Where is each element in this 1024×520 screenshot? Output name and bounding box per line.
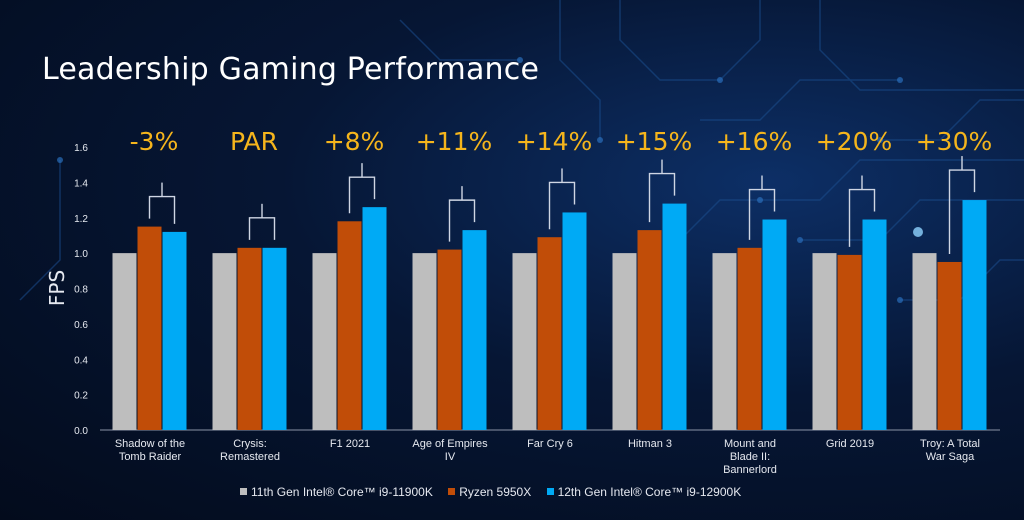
delta-label: -3% — [130, 127, 179, 156]
comparison-bracket — [848, 188, 876, 247]
x-tick-label: Blade II: — [730, 451, 770, 463]
legend-label-12th-gen: 12th Gen Intel® Core™ i9-12900K — [557, 485, 742, 499]
x-tick-label: Mount and — [724, 438, 776, 450]
y-tick-label: 1.0 — [74, 249, 88, 260]
delta-label: +14% — [516, 127, 593, 156]
x-tick-label: Tomb Raider — [119, 451, 182, 463]
legend-label-ryzen: Ryzen 5950X — [459, 485, 532, 499]
page-title: Leadership Gaming Performance — [42, 52, 540, 87]
bar-ryzen — [737, 247, 762, 430]
bar-intel11 — [912, 253, 937, 430]
legend-item-11th-gen: 11th Gen Intel® Core™ i9-11900K — [240, 485, 433, 499]
y-tick-label: 0.0 — [74, 426, 88, 437]
legend-label-11th-gen: 11th Gen Intel® Core™ i9-11900K — [251, 485, 433, 499]
bar-intel11 — [812, 253, 837, 430]
x-tick-label: Far Cry 6 — [527, 438, 573, 450]
x-tick-label: Remastered — [220, 451, 280, 463]
delta-label: +30% — [916, 127, 993, 156]
bar-ryzen — [537, 237, 562, 430]
y-axis-title: FPS — [45, 270, 69, 306]
y-tick-label: 0.6 — [74, 320, 88, 331]
chart-legend: 11th Gen Intel® Core™ i9-11900K Ryzen 59… — [240, 484, 800, 501]
bar-intel12 — [862, 219, 887, 430]
bar-ryzen — [337, 221, 362, 430]
bar-intel12 — [462, 230, 487, 430]
x-tick-label: Grid 2019 — [826, 438, 874, 450]
y-tick-label: 1.6 — [74, 143, 88, 154]
comparison-bracket — [748, 188, 776, 240]
bar-intel12 — [562, 212, 587, 430]
bar-intel11 — [512, 253, 537, 430]
x-tick-label: Hitman 3 — [628, 438, 672, 450]
y-tick-label: 0.2 — [74, 391, 88, 402]
x-tick-label: Age of Empires — [412, 438, 488, 450]
bar-ryzen — [437, 249, 462, 430]
bar-intel12 — [762, 219, 787, 430]
legend-swatch-11th-gen — [240, 488, 247, 495]
bar-intel11 — [612, 253, 637, 430]
legend-swatch-ryzen — [448, 488, 456, 495]
y-tick-label: 1.4 — [74, 178, 88, 189]
bar-intel12 — [162, 231, 187, 430]
bar-intel12 — [362, 207, 387, 430]
bar-intel12 — [262, 247, 287, 430]
x-tick-label: Shadow of the — [115, 438, 185, 450]
delta-label: +15% — [616, 127, 693, 156]
bar-ryzen — [937, 261, 962, 430]
y-tick-label: 0.4 — [74, 355, 88, 366]
bar-intel11 — [312, 253, 337, 430]
x-tick-label: Bannerlord — [723, 464, 777, 476]
bar-intel12 — [662, 203, 687, 430]
bar-ryzen — [837, 254, 862, 430]
x-tick-label: Crysis: — [233, 438, 267, 450]
x-tick-label: IV — [445, 451, 456, 463]
x-tick-label: Troy: A Total — [920, 438, 980, 450]
bar-ryzen — [637, 230, 662, 430]
x-tick-label: F1 2021 — [330, 438, 370, 450]
delta-label: +20% — [816, 127, 893, 156]
bar-intel11 — [712, 253, 737, 430]
legend-swatch-12th-gen — [546, 488, 554, 495]
bar-intel11 — [212, 253, 237, 430]
bar-ryzen — [137, 226, 162, 430]
delta-label: +11% — [416, 127, 493, 156]
bar-intel12 — [962, 200, 987, 430]
comparison-bracket — [948, 169, 976, 254]
x-tick-label: War Saga — [926, 451, 975, 463]
comparison-bracket — [548, 181, 576, 230]
y-tick-label: 0.8 — [74, 285, 88, 296]
delta-label: +16% — [716, 127, 793, 156]
delta-label: +8% — [324, 127, 385, 156]
legend-item-12th-gen: 12th Gen Intel® Core™ i9-12900K — [546, 485, 742, 499]
bar-ryzen — [237, 247, 262, 430]
y-tick-label: 1.2 — [74, 214, 88, 225]
bar-intel11 — [412, 253, 437, 430]
delta-label: PAR — [230, 127, 278, 156]
comparison-bracket — [148, 195, 176, 224]
bar-intel11 — [112, 253, 137, 430]
comparison-bracket — [248, 217, 276, 240]
legend-item-ryzen: Ryzen 5950X — [448, 485, 531, 499]
